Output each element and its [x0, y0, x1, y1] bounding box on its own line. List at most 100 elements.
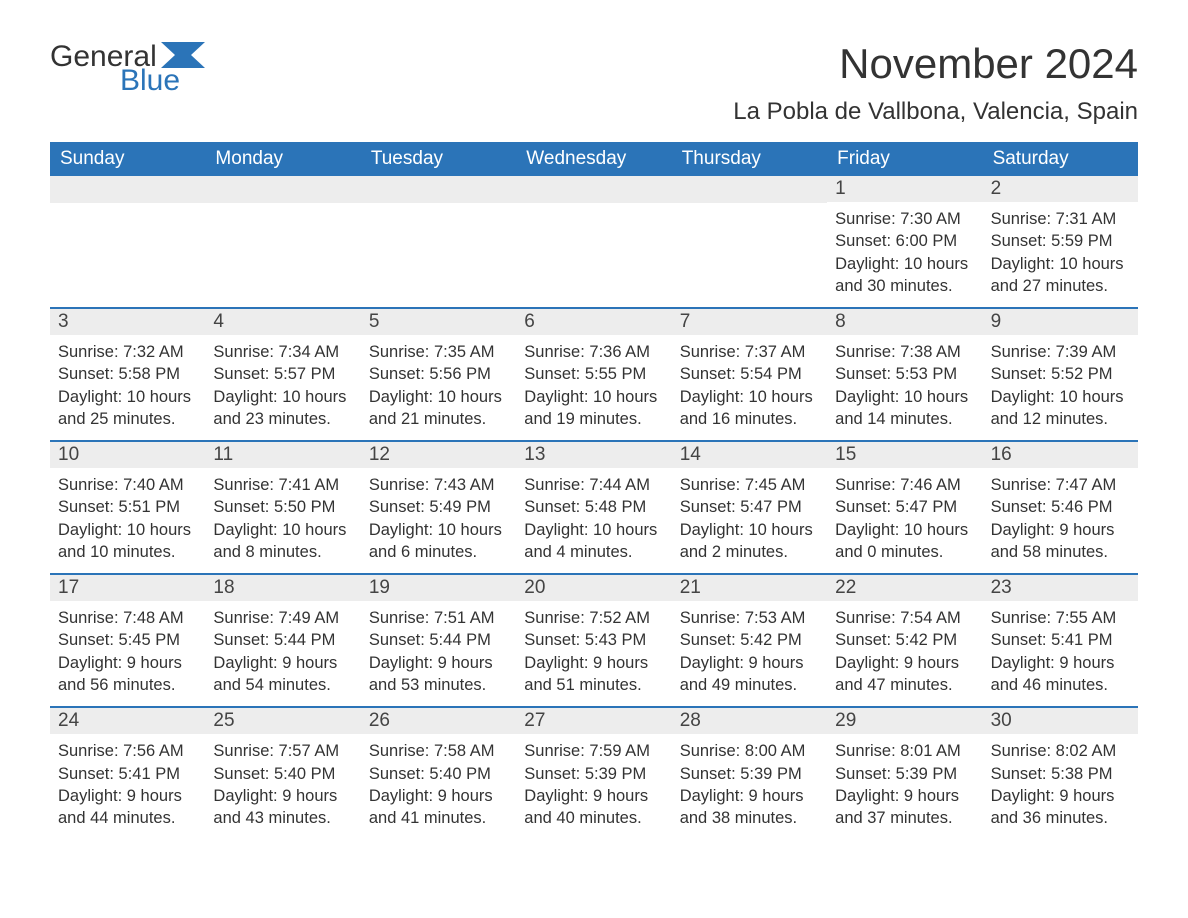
daylight-text: Daylight: 9 hours and 37 minutes. — [835, 785, 974, 830]
sunrise-text: Sunrise: 7:55 AM — [991, 607, 1130, 629]
day-cell: 2Sunrise: 7:31 AMSunset: 5:59 PMDaylight… — [983, 176, 1138, 307]
daylight-text: Daylight: 9 hours and 58 minutes. — [991, 519, 1130, 564]
sunrise-text: Sunrise: 7:49 AM — [213, 607, 352, 629]
daylight-text: Daylight: 9 hours and 53 minutes. — [369, 652, 508, 697]
day-body: Sunrise: 7:48 AMSunset: 5:45 PMDaylight:… — [50, 601, 205, 696]
empty-cell — [361, 176, 516, 307]
sunrise-text: Sunrise: 7:52 AM — [524, 607, 663, 629]
day-body: Sunrise: 7:54 AMSunset: 5:42 PMDaylight:… — [827, 601, 982, 696]
calendar: SundayMondayTuesdayWednesdayThursdayFrid… — [50, 142, 1138, 839]
sunrise-text: Sunrise: 7:38 AM — [835, 341, 974, 363]
day-cell: 10Sunrise: 7:40 AMSunset: 5:51 PMDayligh… — [50, 442, 205, 573]
day-cell: 22Sunrise: 7:54 AMSunset: 5:42 PMDayligh… — [827, 575, 982, 706]
day-cell: 23Sunrise: 7:55 AMSunset: 5:41 PMDayligh… — [983, 575, 1138, 706]
day-cell: 24 Sunrise: 7:56 AMSunset: 5:41 PMDayligh… — [50, 708, 205, 839]
day-body: Sunrise: 7:34 AMSunset: 5:57 PMDaylight:… — [205, 335, 360, 430]
sunrise-text: Sunrise: 7:34 AM — [213, 341, 352, 363]
location: La Pobla de Vallbona, Valencia, Spain — [733, 98, 1138, 126]
sunset-text: Sunset: 5:51 PM — [58, 496, 197, 518]
daylight-text: Daylight: 10 hours and 23 minutes. — [213, 386, 352, 431]
sunset-text: Sunset: 5:40 PM — [369, 763, 508, 785]
daylight-text: Daylight: 10 hours and 30 minutes. — [835, 253, 974, 298]
day-number: 3 — [50, 309, 205, 335]
daylight-text: Daylight: 9 hours and 41 minutes. — [369, 785, 508, 830]
day-cell: 21Sunrise: 7:53 AMSunset: 5:42 PMDayligh… — [672, 575, 827, 706]
day-number: 6 — [516, 309, 671, 335]
days-of-week-row: SundayMondayTuesdayWednesdayThursdayFrid… — [50, 142, 1138, 176]
daylight-text: Daylight: 10 hours and 4 minutes. — [524, 519, 663, 564]
logo: General Blue — [50, 40, 205, 98]
day-body: Sunrise: 7:35 AMSunset: 5:56 PMDaylight:… — [361, 335, 516, 430]
dow-sunday: Sunday — [50, 142, 205, 176]
day-number: 14 — [672, 442, 827, 468]
week-row: 1Sunrise: 7:30 AMSunset: 6:00 PMDaylight… — [50, 176, 1138, 307]
day-number: 18 — [205, 575, 360, 601]
day-body: Sunrise: 7:49 AMSunset: 5:44 PMDaylight:… — [205, 601, 360, 696]
day-body: Sunrise: 7:36 AMSunset: 5:55 PMDaylight:… — [516, 335, 671, 430]
sunset-text: Sunset: 5:40 PM — [213, 763, 352, 785]
sunrise-text: Sunrise: 7:36 AM — [524, 341, 663, 363]
day-number: 11 — [205, 442, 360, 468]
day-cell: 5Sunrise: 7:35 AMSunset: 5:56 PMDaylight… — [361, 309, 516, 440]
day-body: Sunrise: 7:55 AMSunset: 5:41 PMDaylight:… — [983, 601, 1138, 696]
empty-day-header — [205, 176, 360, 203]
day-body: Sunrise: 7:59 AMSunset: 5:39 PMDaylight:… — [516, 734, 671, 829]
day-cell: 17Sunrise: 7:48 AMSunset: 5:45 PMDayligh… — [50, 575, 205, 706]
day-cell: 12Sunrise: 7:43 AMSunset: 5:49 PMDayligh… — [361, 442, 516, 573]
day-cell: 7Sunrise: 7:37 AMSunset: 5:54 PMDaylight… — [672, 309, 827, 440]
day-number: 30 — [983, 708, 1138, 734]
day-body: Sunrise: 7:41 AMSunset: 5:50 PMDaylight:… — [205, 468, 360, 563]
sunset-text: Sunset: 5:39 PM — [680, 763, 819, 785]
day-cell: 26Sunrise: 7:58 AMSunset: 5:40 PMDayligh… — [361, 708, 516, 839]
daylight-text: Daylight: 9 hours and 56 minutes. — [58, 652, 197, 697]
sunset-text: Sunset: 5:41 PM — [58, 763, 197, 785]
sunset-text: Sunset: 6:00 PM — [835, 230, 974, 252]
sunset-text: Sunset: 5:39 PM — [524, 763, 663, 785]
day-cell: 20Sunrise: 7:52 AMSunset: 5:43 PMDayligh… — [516, 575, 671, 706]
day-number: 29 — [827, 708, 982, 734]
day-body: Sunrise: 7:51 AMSunset: 5:44 PMDaylight:… — [361, 601, 516, 696]
sunset-text: Sunset: 5:53 PM — [835, 363, 974, 385]
sunrise-text: Sunrise: 7:39 AM — [991, 341, 1130, 363]
sunset-text: Sunset: 5:55 PM — [524, 363, 663, 385]
sunset-text: Sunset: 5:39 PM — [835, 763, 974, 785]
daylight-text: Daylight: 10 hours and 8 minutes. — [213, 519, 352, 564]
day-cell: 1Sunrise: 7:30 AMSunset: 6:00 PMDaylight… — [827, 176, 982, 307]
day-body: Sunrise: 7:37 AMSunset: 5:54 PMDaylight:… — [672, 335, 827, 430]
day-number: 17 — [50, 575, 205, 601]
sunrise-text: Sunrise: 7:41 AM — [213, 474, 352, 496]
day-cell: 19Sunrise: 7:51 AMSunset: 5:44 PMDayligh… — [361, 575, 516, 706]
sunrise-text: Sunrise: 7:57 AM — [213, 740, 352, 762]
daylight-text: Daylight: 9 hours and 44 minutes. — [58, 785, 197, 830]
sunset-text: Sunset: 5:57 PM — [213, 363, 352, 385]
day-body: Sunrise: 7:38 AMSunset: 5:53 PMDaylight:… — [827, 335, 982, 430]
daylight-text: Daylight: 10 hours and 0 minutes. — [835, 519, 974, 564]
sunrise-text: Sunrise: 7:40 AM — [58, 474, 197, 496]
empty-cell — [50, 176, 205, 307]
sunrise-text: Sunrise: 7:43 AM — [369, 474, 508, 496]
empty-day-header — [672, 176, 827, 203]
dow-saturday: Saturday — [983, 142, 1138, 176]
day-body: Sunrise: 7:45 AMSunset: 5:47 PMDaylight:… — [672, 468, 827, 563]
day-number: 24 — [50, 708, 205, 734]
day-cell: 29Sunrise: 8:01 AMSunset: 5:39 PMDayligh… — [827, 708, 982, 839]
sunrise-text: Sunrise: 7:30 AM — [835, 208, 974, 230]
daylight-text: Daylight: 10 hours and 2 minutes. — [680, 519, 819, 564]
sunrise-text: Sunrise: 7:53 AM — [680, 607, 819, 629]
sunset-text: Sunset: 5:45 PM — [58, 629, 197, 651]
day-body: Sunrise: 8:00 AMSunset: 5:39 PMDaylight:… — [672, 734, 827, 829]
sunset-text: Sunset: 5:50 PM — [213, 496, 352, 518]
daylight-text: Daylight: 10 hours and 14 minutes. — [835, 386, 974, 431]
daylight-text: Daylight: 10 hours and 16 minutes. — [680, 386, 819, 431]
sunrise-text: Sunrise: 7:56 AM — [58, 740, 197, 762]
sunset-text: Sunset: 5:44 PM — [213, 629, 352, 651]
sunset-text: Sunset: 5:46 PM — [991, 496, 1130, 518]
daylight-text: Daylight: 9 hours and 40 minutes. — [524, 785, 663, 830]
day-body: Sunrise: 8:02 AMSunset: 5:38 PMDaylight:… — [983, 734, 1138, 829]
empty-day-header — [361, 176, 516, 203]
day-body: Sunrise: 8:01 AMSunset: 5:39 PMDaylight:… — [827, 734, 982, 829]
sunrise-text: Sunrise: 8:01 AM — [835, 740, 974, 762]
day-body: Sunrise: 7:47 AMSunset: 5:46 PMDaylight:… — [983, 468, 1138, 563]
sunrise-text: Sunrise: 7:59 AM — [524, 740, 663, 762]
sunrise-text: Sunrise: 7:45 AM — [680, 474, 819, 496]
